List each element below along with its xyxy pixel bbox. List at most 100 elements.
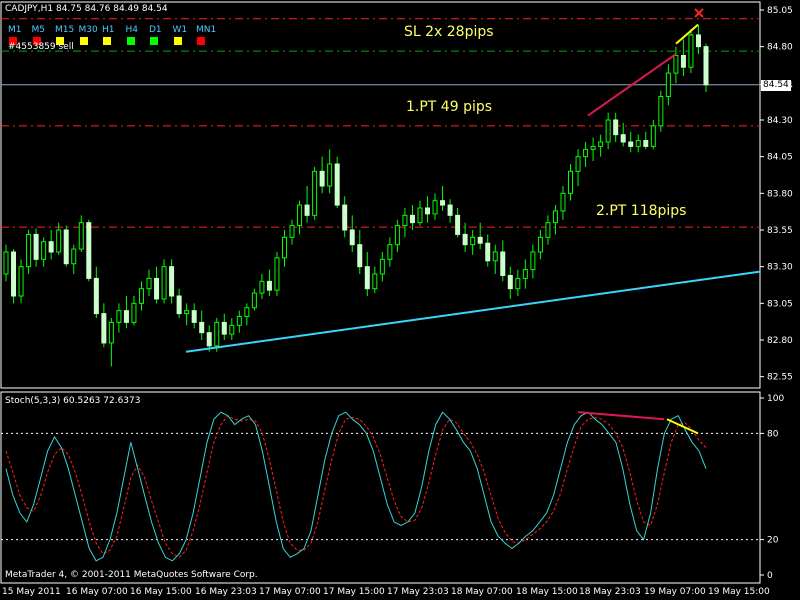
price-tick-label: 82.55: [767, 373, 793, 383]
candle-body: [568, 170, 574, 194]
candle-body: [402, 214, 408, 227]
candle-body: [108, 321, 114, 344]
timeframe-label: W1: [172, 25, 188, 35]
candle-body: [214, 321, 220, 347]
candle-body: [146, 277, 152, 290]
candle-body: [575, 156, 581, 172]
timeframe-status-box: [9, 37, 17, 45]
stoch-tick-label: 0: [767, 571, 773, 581]
time-tick-label: 17 May 07:00: [259, 587, 321, 597]
candle-body: [312, 170, 318, 216]
price-panel-frame: [0, 1, 761, 389]
candle-body: [236, 316, 242, 326]
order-label: #4553859 sell: [8, 42, 74, 52]
candle-body: [327, 163, 333, 187]
candle-body: [620, 134, 626, 143]
candle-body: [229, 324, 235, 335]
time-tick-label: 16 May 07:00: [66, 587, 128, 597]
price-tick-label: 85.05: [767, 6, 793, 16]
candle-body: [394, 225, 400, 246]
price-tick-label: 84.05: [767, 153, 793, 163]
candle-body: [598, 141, 604, 147]
candle-body: [349, 229, 355, 246]
candle-body: [590, 145, 596, 150]
pt2-annotation: 2.PT 118pips: [596, 203, 687, 219]
candle-body: [635, 140, 641, 147]
stoch-tick-label: 20: [767, 536, 779, 546]
timeframe-status-box: [56, 37, 64, 45]
candle-body: [613, 119, 619, 136]
stoch-divergence-line: [577, 411, 665, 421]
candle-body: [3, 251, 9, 275]
timeframe-label: MN1: [196, 25, 217, 35]
candle-body: [379, 258, 385, 275]
price-tick-label: 83.55: [767, 226, 793, 236]
candle-body: [522, 269, 528, 279]
candle-body: [455, 214, 461, 235]
time-tick-label: 19 May 07:00: [644, 587, 706, 597]
candle-body: [462, 233, 468, 246]
stoch-divergence-yellow: [666, 418, 699, 435]
timeframe-status-box: [32, 37, 41, 45]
timeframe-label: D1: [149, 25, 162, 35]
candle-body: [357, 244, 363, 268]
candle-body: [665, 72, 671, 98]
candle-body: [425, 207, 431, 215]
time-tick-label: 16 May 23:03: [195, 587, 257, 597]
time-tick-label: 17 May 15:00: [323, 587, 385, 597]
symbol-info: CADJPY,H1 84.75 84.76 84.49 84.54: [5, 4, 168, 14]
sell-marker-icon: [694, 8, 704, 18]
candle-body: [342, 204, 348, 231]
candle-body: [26, 233, 32, 268]
candle-body: [169, 266, 175, 297]
candle-body: [101, 313, 107, 344]
candle-body: [334, 163, 340, 206]
candle-body: [63, 229, 69, 265]
candle-body: [673, 54, 679, 74]
candle-body: [251, 292, 257, 309]
candle-body: [703, 46, 709, 86]
price-tick-label: 84.30: [767, 116, 793, 126]
candle-body: [605, 119, 611, 143]
timeframe-status-box: [103, 37, 111, 45]
timeframe-label: M15: [55, 25, 75, 35]
candle-body: [432, 200, 438, 215]
candle-body: [552, 210, 558, 224]
price-tick-label: 83.80: [767, 189, 793, 199]
candle-body: [116, 310, 122, 323]
candle-body: [266, 280, 272, 291]
candle-body: [78, 222, 84, 250]
candle-body: [507, 274, 513, 290]
candle-body: [409, 214, 415, 224]
sl-annotation: SL 2x 28pips: [404, 24, 494, 40]
candle-body: [274, 257, 280, 291]
time-tick-label: 18 May 15:00: [516, 587, 578, 597]
stoch-panel-frame: [0, 391, 761, 584]
candle-body: [477, 236, 483, 244]
stoch-title: Stoch(5,3,3) 60.5263 72.6373: [5, 396, 141, 406]
candle-body: [71, 248, 77, 265]
candle-body: [695, 34, 701, 48]
candle-body: [56, 229, 62, 253]
candle-body: [86, 222, 92, 279]
timeframe-status-box: [150, 37, 158, 45]
candle-body: [48, 241, 54, 253]
candle-body: [319, 170, 325, 187]
timeframe-status-box: [79, 37, 88, 45]
price-tick-label: 82.80: [767, 336, 793, 346]
price-divergence-yellow: [675, 23, 699, 45]
candle-body: [33, 233, 39, 260]
timeframe-label: H1: [102, 25, 115, 35]
timeframe-label: M5: [31, 25, 46, 35]
support-trendline: [185, 270, 761, 353]
candle-body: [372, 273, 378, 290]
candle-body: [515, 277, 521, 290]
candle-body: [154, 277, 160, 300]
candle-body: [41, 241, 47, 260]
price-tick-label: 84.80: [767, 43, 793, 53]
price-divergence-line: [587, 53, 677, 117]
candle-body: [297, 204, 303, 227]
timeframe-status-box: [197, 37, 205, 45]
stoch-main-line: [5, 411, 707, 562]
candle-body: [244, 307, 250, 318]
